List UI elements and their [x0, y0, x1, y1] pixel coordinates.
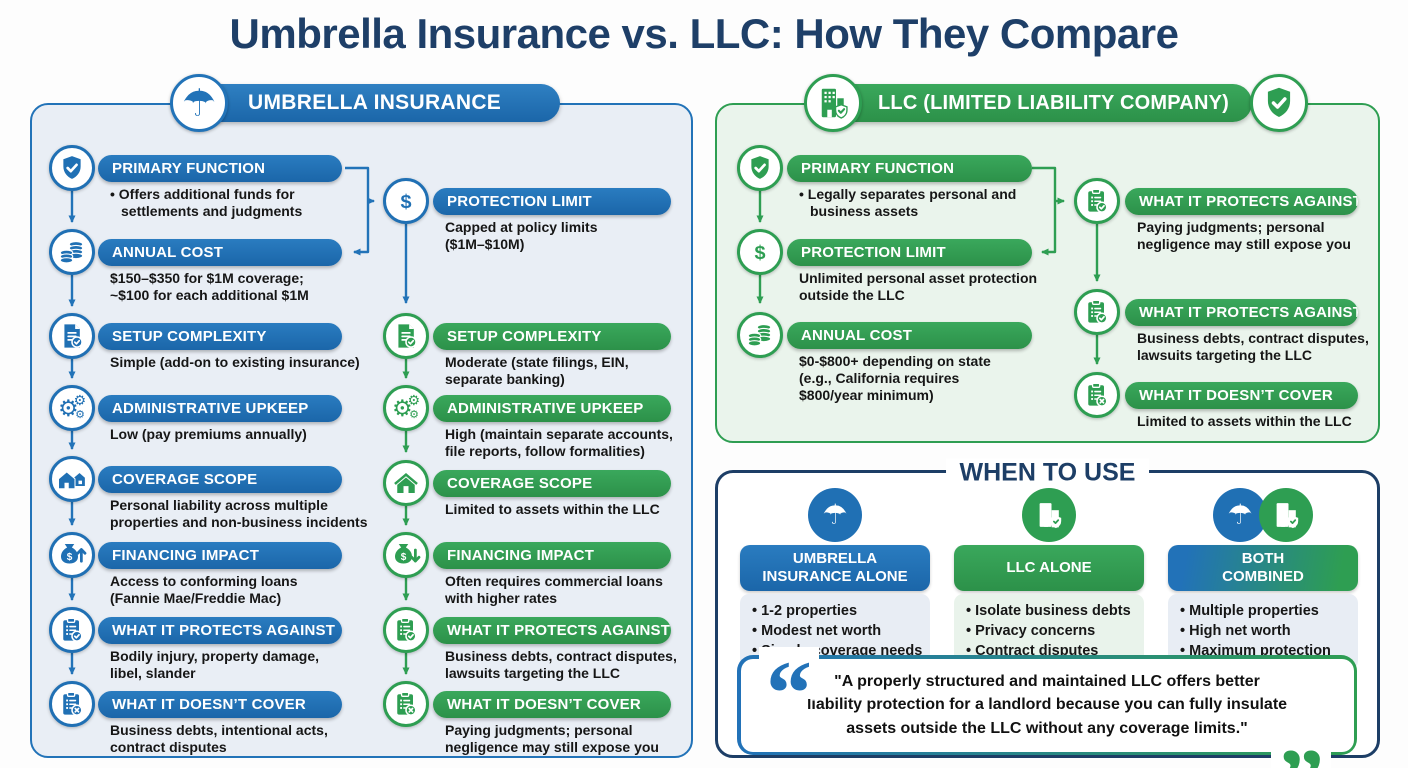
item-title-bar: ADMINISTRATIVE UPKEEP: [98, 395, 342, 422]
clipboard-x-icon: [1074, 372, 1120, 418]
building-shield-icon: [1259, 488, 1313, 542]
shield-check-icon: [737, 145, 783, 191]
card-bullet: 1-2 properties: [752, 601, 924, 621]
item-title-bar: WHAT IT PROTECTS AGAINST: [1125, 299, 1358, 326]
quote-box: "A properly structured and maintained LL…: [737, 647, 1357, 768]
item-title-bar: COVERAGE SCOPE: [433, 470, 671, 497]
item-body: Business debts, contract disputes, lawsu…: [1137, 330, 1369, 363]
card-bullet: Modest net worth: [752, 621, 924, 641]
when-to-use-title: WHEN TO USE: [945, 458, 1150, 488]
umbrella-icon: ☂: [170, 74, 228, 132]
umbrella-panel-header: UMBRELLA INSURANCE: [196, 84, 560, 122]
item-title-bar: WHAT IT PROTECTS AGAINST: [98, 617, 342, 644]
building-shield-icon: [1022, 488, 1076, 542]
llc-panel-header: LLC (LIMITED LIABILITY COMPANY): [830, 84, 1252, 122]
item-body: Often requires commercial loans with hig…: [445, 573, 663, 606]
item-title-bar: PROTECTION LIMIT: [787, 239, 1032, 266]
card-bullet: High net worth: [1180, 621, 1352, 641]
coins-icon: [737, 312, 783, 358]
item-title-bar: WHAT IT DOESN’T COVER: [433, 691, 671, 718]
document-check-icon: [49, 313, 95, 359]
card-title: UMBRELLA INSURANCE ALONE: [740, 545, 930, 591]
item-body: Low (pay premiums annually): [110, 426, 307, 442]
item-title-bar: WHAT IT DOESN’T COVER: [1125, 382, 1358, 409]
card-icons: [1022, 487, 1076, 543]
item-body: Capped at policy limits ($1M–$10M): [445, 219, 598, 252]
item-body: Business debts, intentional acts, contra…: [110, 722, 328, 755]
house-icon: [383, 460, 429, 506]
card-bullet: Privacy concerns: [966, 621, 1138, 641]
when-card-llc-alone: LLC ALONE Isolate business debts Privacy…: [954, 487, 1144, 670]
item-body: Paying judgments; personal negligence ma…: [1137, 219, 1351, 252]
quote-inner: "A properly structured and maintained LL…: [740, 658, 1354, 752]
building-shield-icon: [804, 74, 862, 132]
quote-text: "A properly structured and maintained LL…: [806, 673, 1288, 737]
item-body: $150–$350 for $1M coverage; ~$100 for ea…: [110, 270, 309, 303]
svg-text:$: $: [67, 552, 73, 563]
item-title-bar: PRIMARY FUNCTION: [787, 155, 1032, 182]
svg-text:$: $: [400, 191, 411, 213]
item-body: Access to conforming loans (Fannie Mae/F…: [110, 573, 298, 606]
card-title: BOTH COMBINED: [1168, 545, 1358, 591]
item-body: High (maintain separate accounts, file r…: [445, 426, 673, 459]
umbrella-icon: ☂: [1213, 488, 1267, 542]
open-quote-icon: “: [759, 647, 819, 699]
money-bag-down-icon: $: [383, 532, 429, 578]
close-quote-icon: ”: [1271, 735, 1331, 768]
item-title-bar: FINANCING IMPACT: [433, 542, 671, 569]
card-icons: ☂: [808, 487, 862, 543]
item-title-bar: PROTECTION LIMIT: [433, 188, 671, 215]
card-bullet: Multiple properties: [1180, 601, 1352, 621]
when-card-both-combined: ☂ BOTH COMBINED Multiple properties High…: [1168, 487, 1358, 670]
item-body: Personal liability across multiple prope…: [110, 497, 368, 530]
clipboard-check-icon: [1074, 178, 1120, 224]
item-title-bar: FINANCING IMPACT: [98, 542, 342, 569]
clipboard-check-icon: [1074, 289, 1120, 335]
money-bag-up-icon: $: [49, 532, 95, 578]
dollar-icon: $: [383, 178, 429, 224]
clipboard-x-icon: [49, 681, 95, 727]
document-check-icon: [383, 313, 429, 359]
item-title-bar: ADMINISTRATIVE UPKEEP: [433, 395, 671, 422]
item-body: • Offers additional funds for settlement…: [110, 186, 303, 219]
item-body: Limited to assets within the LLC: [445, 501, 660, 517]
page-title: Umbrella Insurance vs. LLC: How They Com…: [229, 10, 1179, 57]
item-title-bar: WHAT IT PROTECTS AGAINST: [1125, 188, 1358, 215]
item-body: Bodily injury, property damage, libel, s…: [110, 648, 320, 681]
when-card-umbrella-alone: ☂ UMBRELLA INSURANCE ALONE 1-2 propertie…: [740, 487, 930, 670]
umbrella-icon: ☂: [808, 488, 862, 542]
item-body: Business debts, contract disputes, lawsu…: [445, 648, 677, 681]
svg-text:$: $: [754, 242, 765, 264]
item-body: Moderate (state filings, EIN, separate b…: [445, 354, 629, 387]
card-bullet: Isolate business debts: [966, 601, 1138, 621]
item-title-bar: COVERAGE SCOPE: [98, 466, 342, 493]
item-body: Unlimited personal asset protection outs…: [799, 270, 1038, 303]
dollar-icon: $: [737, 229, 783, 275]
clipboard-check-icon: [49, 607, 95, 653]
clipboard-check-icon: [383, 607, 429, 653]
item-title-bar: ANNUAL COST: [787, 322, 1032, 349]
card-title: LLC ALONE: [954, 545, 1144, 591]
item-body: Paying judgments; personal negligence ma…: [445, 722, 659, 755]
card-icons: ☂: [1213, 487, 1313, 543]
item-title-bar: SETUP COMPLEXITY: [98, 323, 342, 350]
item-title-bar: PRIMARY FUNCTION: [98, 155, 342, 182]
svg-text:$: $: [401, 552, 407, 563]
gears-icon: ⚙ ⚙ ⚙: [383, 385, 429, 431]
coins-icon: [49, 229, 95, 275]
item-body: Simple (add-on to existing insurance): [110, 354, 360, 370]
item-title-bar: SETUP COMPLEXITY: [433, 323, 671, 350]
shield-check-icon: [49, 145, 95, 191]
houses-icon: [49, 456, 95, 502]
item-body: $0-$800+ depending on state (e.g., Calif…: [799, 353, 991, 403]
gears-icon: ⚙ ⚙ ⚙: [49, 385, 95, 431]
shield-check-icon: [1250, 74, 1308, 132]
clipboard-x-icon: [383, 681, 429, 727]
item-title-bar: ANNUAL COST: [98, 239, 342, 266]
item-title-bar: WHAT IT DOESN’T COVER: [98, 691, 342, 718]
item-body: Limited to assets within the LLC: [1137, 413, 1352, 429]
item-body: • Legally separates personal and busines…: [799, 186, 1017, 219]
item-title-bar: WHAT IT PROTECTS AGAINST: [433, 617, 671, 644]
